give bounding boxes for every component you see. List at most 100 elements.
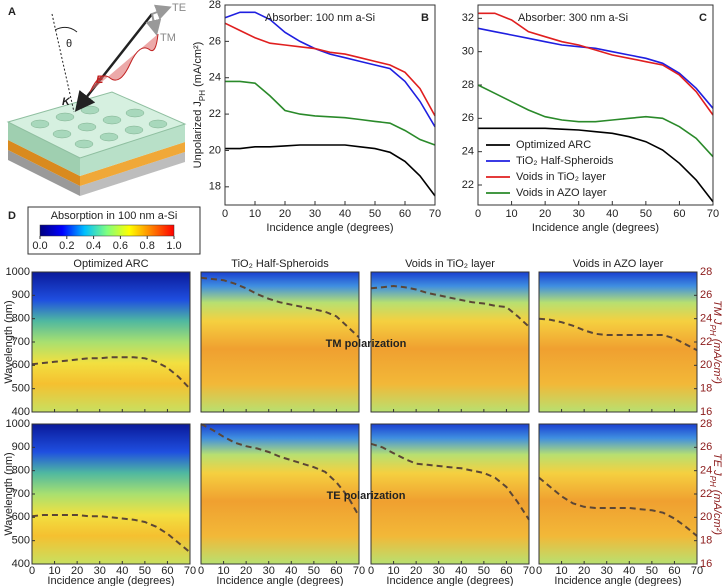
series-line xyxy=(225,80,436,146)
panel-label: B xyxy=(421,12,429,24)
substrate-side xyxy=(8,150,80,196)
y-tick-label: 24 xyxy=(209,72,221,84)
y-axis-label-part: (mA/cm²) xyxy=(192,42,204,90)
x-axis-label: Incidence angle (degrees) xyxy=(216,575,343,586)
top-layer-front xyxy=(80,124,185,176)
jph-line xyxy=(31,514,191,554)
x-axis-label: Incidence angle (degrees) xyxy=(266,222,393,234)
holes xyxy=(30,105,168,149)
y2-axis-label-part: (mA/cm²) xyxy=(711,336,723,385)
heatmap xyxy=(371,272,529,412)
x-tick-label: 0 xyxy=(368,565,374,577)
y2-tick-label: 22 xyxy=(700,336,712,348)
y-tick-label: 600 xyxy=(12,511,30,523)
y2-axis-label-part: TM J xyxy=(711,300,723,325)
x-tick-label: 30 xyxy=(94,565,106,577)
y2-tick-label: 16 xyxy=(700,406,712,418)
y2-tick-label: 20 xyxy=(700,511,712,523)
y-tick-label: 600 xyxy=(12,359,30,371)
x-tick-label: 70 xyxy=(353,565,365,577)
normal-line xyxy=(51,13,75,113)
x-tick-label: 0 xyxy=(222,208,228,220)
colorbar xyxy=(39,224,175,237)
panel-label: C xyxy=(699,12,707,24)
y-tick-label: 22 xyxy=(209,108,221,120)
panel-label: D xyxy=(8,210,16,222)
plot-frame xyxy=(370,271,530,413)
heatmap xyxy=(371,424,529,564)
row-label: TM polarization xyxy=(326,338,407,350)
y2-tick-label: 24 xyxy=(700,465,712,477)
x-axis-label: Incidence angle (degrees) xyxy=(47,575,174,586)
y2-tick-label: 18 xyxy=(700,383,712,395)
jph-line xyxy=(538,476,698,537)
y-tick-label: 800 xyxy=(12,313,30,325)
colorbar-tick-label: 0.8 xyxy=(140,240,155,252)
y-tick-label: 800 xyxy=(12,465,30,477)
panel-title: Voids in TiO₂ layer xyxy=(405,258,495,270)
y2-tick-label: 28 xyxy=(700,418,712,430)
e-label: E xyxy=(96,74,104,86)
x-tick-label: 10 xyxy=(217,565,229,577)
orange-layer-side xyxy=(8,140,80,186)
x-tick-label: 50 xyxy=(640,208,652,220)
y2-tick-label: 26 xyxy=(700,289,712,301)
x-tick-label: 10 xyxy=(249,208,261,220)
x-tick-label: 20 xyxy=(539,208,551,220)
y-tick-label: 900 xyxy=(12,289,30,301)
x-tick-label: 0 xyxy=(536,565,542,577)
tm-label: TM xyxy=(160,32,176,44)
y-tick-label: 900 xyxy=(12,441,30,453)
legend-label: Voids in TiO₂ layer xyxy=(516,171,606,183)
x-tick-label: 50 xyxy=(139,565,151,577)
x-tick-label: 20 xyxy=(410,565,422,577)
series-line xyxy=(478,127,714,203)
x-tick-label: 30 xyxy=(573,208,585,220)
colorbar-tick-label: 0.0 xyxy=(32,240,47,252)
panel-title: TiO₂ Half-Spheroids xyxy=(231,258,329,270)
y2-tick-label: 26 xyxy=(700,441,712,453)
jph-line xyxy=(370,284,530,328)
y-tick-label: 18 xyxy=(209,181,221,193)
y-tick-label: 24 xyxy=(462,146,474,158)
y2-axis-label-part: TE J xyxy=(711,453,723,476)
jph-line xyxy=(538,317,698,352)
x-tick-label: 60 xyxy=(161,565,173,577)
y-tick-label: 500 xyxy=(12,383,30,395)
row-label: TE polarization xyxy=(327,490,406,502)
series-line xyxy=(478,12,714,116)
x-tick-label: 20 xyxy=(578,565,590,577)
colorbar-tick-label: 1.0 xyxy=(166,240,181,252)
panel-title: Voids in AZO layer xyxy=(573,258,664,270)
x-axis-label: Incidence angle (degrees) xyxy=(554,575,681,586)
y-axis-label: Wavelength (nm) xyxy=(3,300,15,383)
x-tick-label: 40 xyxy=(339,208,351,220)
x-tick-label: 0 xyxy=(29,565,35,577)
series-line xyxy=(224,11,436,128)
jph-line xyxy=(31,356,191,390)
jph-line xyxy=(200,423,360,517)
x-tick-label: 30 xyxy=(601,565,613,577)
y2-axis-label-part: PH xyxy=(708,325,717,336)
y-tick-label: 26 xyxy=(462,112,474,124)
x-tick-label: 60 xyxy=(500,565,512,577)
y2-axis-label-part: (mA/cm²) xyxy=(711,487,723,536)
x-tick-label: 40 xyxy=(285,565,297,577)
y2-tick-label: 16 xyxy=(700,558,712,570)
y2-tick-label: 28 xyxy=(700,266,712,278)
y2-tick-label: 22 xyxy=(700,488,712,500)
legend-label: Voids in AZO layer xyxy=(516,187,607,199)
y-axis-label-part: Unpolarized J xyxy=(192,101,204,168)
y2-tick-label: 24 xyxy=(700,313,712,325)
jph-line xyxy=(370,442,530,521)
te-label: TE xyxy=(172,2,186,14)
x-tick-label: 50 xyxy=(478,565,490,577)
x-axis-label: Incidence angle (degrees) xyxy=(532,222,659,234)
x-tick-label: 10 xyxy=(505,208,517,220)
y2-axis-label: TM JPH (mA/cm²) xyxy=(708,300,723,384)
chart-title: Absorber: 100 nm a-Si xyxy=(265,12,375,24)
y-tick-label: 500 xyxy=(12,535,30,547)
x-tick-label: 40 xyxy=(455,565,467,577)
heatmap xyxy=(32,424,190,564)
heatmap xyxy=(201,272,359,412)
